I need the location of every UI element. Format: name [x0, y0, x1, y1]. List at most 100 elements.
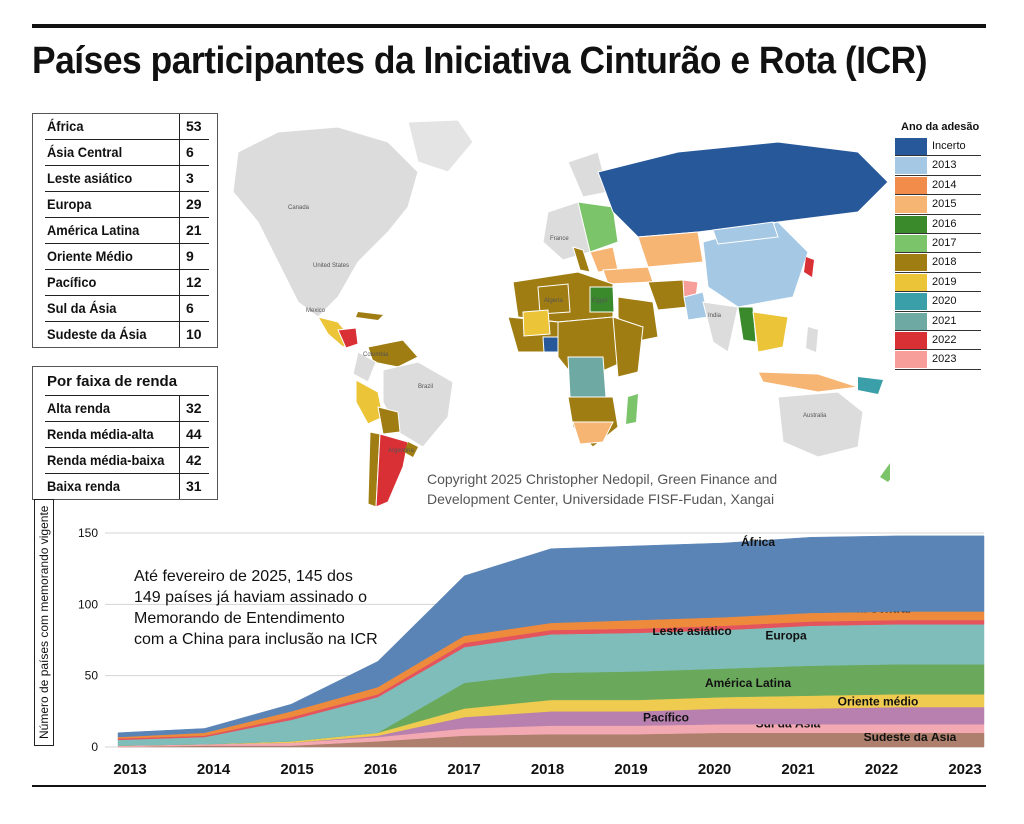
legend-swatch: [895, 331, 927, 349]
region-count: 29: [179, 192, 202, 217]
x-tick-label: 2021: [781, 761, 814, 778]
region-count: 6: [179, 140, 194, 165]
chart-annotation: Até fevereiro de 2025, 145 dos 149 paíse…: [134, 568, 378, 648]
map-russia: [597, 141, 889, 238]
income-table-header: Por faixa de renda: [45, 367, 209, 396]
y-tick-label: 150: [78, 526, 98, 540]
legend-label: 2013: [932, 159, 957, 172]
map-kazakhstan: [637, 231, 704, 268]
map-eastern-europe: [577, 201, 619, 253]
legend-item: Incerto: [895, 137, 985, 157]
series-label: Pacífico: [643, 710, 689, 724]
region-row: Leste asiático 3: [45, 166, 209, 192]
income-count: 44: [179, 422, 202, 447]
legend-label: 2019: [932, 275, 957, 288]
region-count: 3: [179, 166, 194, 191]
top-rule: [32, 24, 986, 28]
region-label: Ásia Central: [47, 144, 123, 160]
area-series: [117, 535, 985, 738]
map-label-brazil: Brazil: [418, 384, 433, 390]
world-map: Canada United States Mexico Colombia Bra…: [218, 112, 890, 512]
map-brazil: [382, 361, 454, 448]
region-row: Europa 29: [45, 192, 209, 218]
legend-swatch: [895, 138, 927, 155]
map-italy: [572, 246, 591, 273]
map-nicaragua: [337, 327, 359, 349]
legend-item: 2022: [895, 331, 985, 351]
region-count: 6: [179, 296, 194, 321]
income-table-title: Por faixa de renda: [47, 373, 178, 390]
page-title: Países participantes da Iniciativa Cintu…: [32, 40, 928, 82]
y-tick-label: 100: [78, 597, 98, 611]
income-label: Renda média-baixa: [47, 452, 165, 468]
legend-label: 2023: [932, 353, 957, 366]
map-se-asia: [752, 311, 789, 353]
map-greenland: [407, 119, 474, 173]
x-tick-label: 2015: [280, 761, 313, 778]
legend-swatch: [895, 196, 927, 214]
region-row: Sul da Ásia 6: [45, 296, 209, 322]
map-argentina: [375, 433, 409, 508]
map-algeria: [537, 283, 571, 315]
income-label: Alta renda: [47, 400, 110, 416]
income-row: Alta renda 32: [45, 396, 209, 422]
y-tick-label: 50: [85, 669, 99, 683]
region-label: Sul da Ásia: [47, 300, 117, 316]
map-egypt: [589, 286, 615, 313]
legend-label: 2018: [932, 256, 957, 269]
legend-item: 2016: [895, 215, 985, 235]
legend-title: Ano da adesão: [901, 121, 980, 133]
region-row: Oriente Médio 9: [45, 244, 209, 270]
x-tick-label: 2022: [865, 761, 898, 778]
region-count: 9: [179, 244, 194, 269]
legend-item: 2015: [895, 195, 985, 215]
region-label: Sudeste da Ásia: [47, 326, 147, 342]
legend-label: 2022: [932, 333, 957, 346]
map-uruguay: [404, 442, 418, 457]
income-row: Baixa renda 31: [45, 474, 209, 499]
legend-label: 2014: [932, 178, 957, 191]
region-count: 53: [179, 114, 202, 139]
region-label: Pacífico: [47, 274, 97, 290]
series-label: África: [741, 534, 775, 549]
legend-item: 2019: [895, 273, 985, 293]
legend-label: 2020: [932, 295, 957, 308]
region-label: Europa: [47, 196, 92, 212]
legend-item: 2014: [895, 176, 985, 196]
map-korea: [804, 257, 814, 277]
map-new-zealand: [880, 463, 890, 482]
region-label: África: [47, 118, 84, 134]
legend-label: 2016: [932, 217, 957, 230]
series-label: América Latina: [705, 676, 791, 690]
map-china: [702, 221, 809, 308]
income-count: 32: [179, 396, 202, 421]
chart-y-axis-label-wrap: Número de países com memorando vigente: [34, 498, 54, 746]
map-philippines: [806, 327, 818, 352]
legend-swatch: [895, 254, 927, 272]
legend-swatch: [895, 157, 927, 175]
legend-swatch: [895, 234, 927, 252]
map-label-us: United States: [313, 263, 349, 269]
x-tick-label: 2017: [447, 761, 480, 778]
legend-item: 2023: [895, 350, 985, 371]
map-label-argentina: Argentina: [388, 448, 414, 454]
map-label-mexico: Mexico: [306, 308, 326, 314]
x-tick-label: 2020: [698, 761, 731, 778]
map-south-africa: [572, 421, 614, 445]
map-label-canada: Canada: [288, 205, 310, 211]
stacked-area-chart: Sudeste da ÁsiaSul da ÁsiaPacíficoOrient…: [78, 526, 985, 778]
legend-swatch: [895, 351, 927, 369]
legend-item: 2018: [895, 253, 985, 274]
region-label: América Latina: [47, 222, 140, 238]
y-tick-label: 0: [91, 740, 98, 754]
map-colombia: [352, 351, 377, 383]
region-row: Pacífico 12: [45, 270, 209, 296]
legend-item: 2013: [895, 156, 985, 177]
region-count: 21: [179, 218, 202, 243]
map-mongolia: [712, 221, 779, 245]
legend-label: Incerto: [932, 140, 966, 152]
map-label-algeria: Algeria: [544, 298, 563, 304]
map-mali: [522, 309, 551, 337]
map-peru: [355, 379, 384, 425]
region-row: Ásia Central 6: [45, 140, 209, 166]
